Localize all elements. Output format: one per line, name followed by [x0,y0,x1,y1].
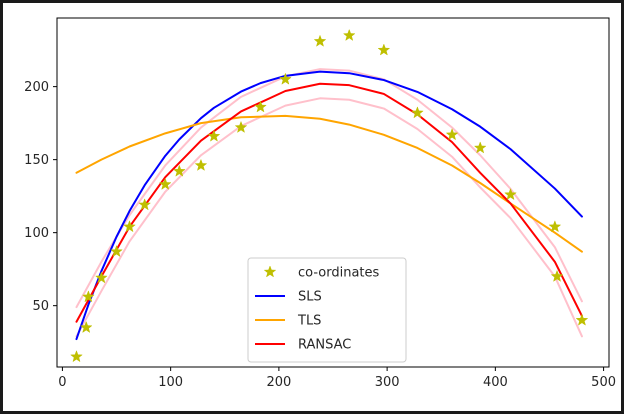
x-tick-label: 400 [483,375,508,390]
legend-box [247,257,407,363]
scatter-point [254,100,267,113]
legend-label-ransac: RANSAC [298,338,351,353]
scatter-point [172,164,186,177]
y-tick-label: 100 [24,226,49,241]
scatter-point [207,129,221,142]
scatter-point [473,141,487,154]
scatter-point [70,350,83,363]
y-axis-ticks: 50 100 150 200 [24,80,57,314]
bound-line-4 [75,97,583,338]
chart-curves [75,68,583,341]
bound-line-3 [75,68,583,309]
ransac-line [75,82,583,323]
x-tick-label: 0 [58,375,66,390]
legend-label-co-ordinates: co-ordinates [298,266,380,281]
plot-area-border [56,17,610,368]
scatter-point [194,158,208,171]
scatter-point [575,313,589,326]
x-tick-label: 300 [375,375,400,390]
scatter-point [158,177,172,190]
scatter-point [342,28,356,41]
scatter-point [123,220,136,233]
x-tick-label: 500 [591,375,616,390]
tls-line [75,114,583,253]
y-tick-label: 150 [24,153,49,168]
y-tick-label: 50 [32,299,49,314]
scatter-point [94,271,108,284]
scatter-point [313,34,327,47]
legend: co-ordinates SLS TLS RANSAC [247,257,407,363]
x-tick-label: 100 [158,375,183,390]
x-tick-label: 200 [266,375,291,390]
y-tick-label: 200 [24,80,49,95]
scatter-point [278,72,292,85]
legend-label-tls: TLS [297,314,321,329]
scatter-point [548,220,562,233]
x-axis-ticks: 0 100 200 300 400 500 [58,367,616,390]
scatter-point [81,290,95,303]
scatter-point [138,198,152,211]
legend-label-sls: SLS [298,290,322,305]
scatter-point [110,244,123,258]
scatter-point [411,106,424,119]
scatter-point [79,320,93,334]
scatter-point [377,43,391,56]
scatter-point [504,187,517,201]
sls-line [75,70,583,341]
scatter-point [445,128,459,141]
scatter-point [234,120,248,133]
scatter-point [550,269,564,282]
legend-marker-co-ordinates [263,265,277,278]
scatter-markers [70,28,589,363]
